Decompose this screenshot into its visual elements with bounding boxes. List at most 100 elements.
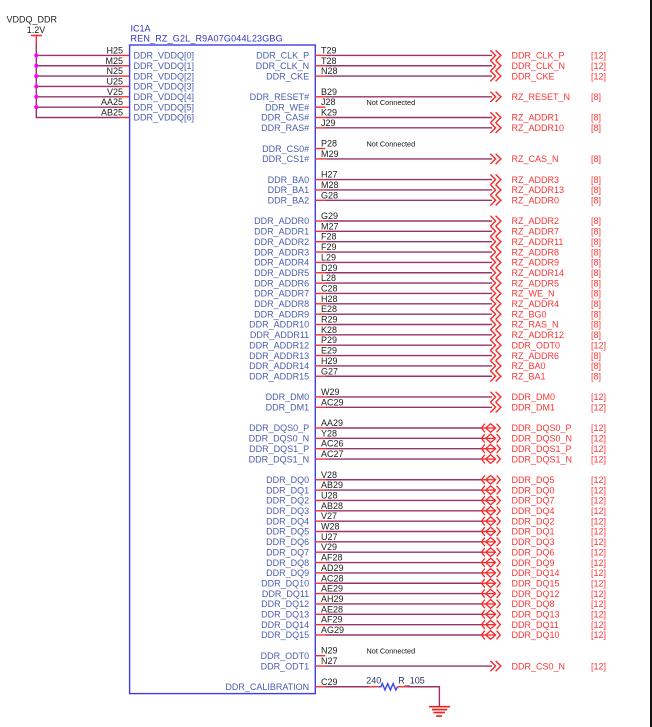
svg-text:DDR_DQ10: DDR_DQ10 — [261, 578, 309, 588]
svg-text:[12]: [12] — [591, 506, 606, 516]
svg-text:[12]: [12] — [591, 630, 606, 640]
svg-text:DDR_DQ14: DDR_DQ14 — [512, 568, 560, 578]
svg-text:W29: W29 — [321, 387, 340, 397]
svg-text:[8]: [8] — [591, 268, 601, 278]
svg-text:F29: F29 — [321, 242, 337, 252]
svg-text:[12]: [12] — [591, 485, 606, 495]
svg-text:DDR_DQ12: DDR_DQ12 — [512, 589, 560, 599]
svg-text:[8]: [8] — [591, 123, 601, 133]
svg-text:B29: B29 — [321, 87, 337, 97]
svg-text:[12]: [12] — [591, 527, 606, 537]
svg-text:DDR_DQ12: DDR_DQ12 — [261, 599, 309, 609]
svg-text:RZ_BA0: RZ_BA0 — [512, 361, 546, 371]
svg-text:AC29: AC29 — [321, 397, 344, 407]
svg-text:RZ_ADDR13: RZ_ADDR13 — [512, 185, 565, 195]
svg-text:[8]: [8] — [591, 299, 601, 309]
svg-text:DDR_DQ8: DDR_DQ8 — [512, 599, 555, 609]
svg-text:AC28: AC28 — [321, 573, 344, 583]
svg-text:T28: T28 — [321, 56, 337, 66]
svg-text:DDR_BA2: DDR_BA2 — [268, 196, 310, 206]
svg-text:DDR_BA0: DDR_BA0 — [268, 175, 310, 185]
svg-text:D29: D29 — [321, 263, 338, 273]
svg-text:RZ_RAS_N: RZ_RAS_N — [512, 320, 559, 330]
svg-text:DDR_DQ1: DDR_DQ1 — [266, 485, 309, 495]
svg-text:[12]: [12] — [591, 547, 606, 557]
svg-text:DDR_BA1: DDR_BA1 — [268, 185, 310, 195]
svg-text:M27: M27 — [321, 221, 339, 231]
svg-text:Not Connected: Not Connected — [367, 647, 416, 656]
svg-text:[12]: [12] — [591, 558, 606, 568]
svg-text:[12]: [12] — [591, 392, 606, 402]
svg-text:[8]: [8] — [591, 216, 601, 226]
svg-text:DDR_DQ2: DDR_DQ2 — [512, 516, 555, 526]
svg-text:[8]: [8] — [591, 196, 601, 206]
svg-text:K29: K29 — [321, 108, 337, 118]
svg-text:[8]: [8] — [591, 154, 601, 164]
svg-text:[12]: [12] — [591, 51, 606, 61]
svg-text:[12]: [12] — [591, 516, 606, 526]
svg-text:DDR_ODT0: DDR_ODT0 — [512, 340, 561, 350]
svg-text:DDR_DQS1_P: DDR_DQS1_P — [512, 444, 572, 454]
svg-text:[8]: [8] — [591, 185, 601, 195]
svg-text:DDR_CLK_P: DDR_CLK_P — [256, 51, 309, 61]
svg-text:DDR_CLK_N: DDR_CLK_N — [256, 61, 310, 71]
svg-text:AF29: AF29 — [321, 615, 343, 625]
svg-text:RZ_RESET_N: RZ_RESET_N — [512, 92, 571, 102]
svg-text:DDR_DQ7: DDR_DQ7 — [512, 496, 555, 506]
svg-text:DDR_DQ5: DDR_DQ5 — [512, 475, 555, 485]
svg-text:AE28: AE28 — [321, 604, 343, 614]
svg-text:[8]: [8] — [591, 371, 601, 381]
svg-text:V28: V28 — [321, 470, 337, 480]
svg-text:DDR_ADDR14: DDR_ADDR14 — [249, 361, 309, 371]
svg-text:DDR_ADDR8: DDR_ADDR8 — [254, 299, 309, 309]
svg-text:[12]: [12] — [591, 475, 606, 485]
svg-text:[12]: [12] — [591, 620, 606, 630]
svg-text:G29: G29 — [321, 211, 338, 221]
svg-text:DDR_CS1#: DDR_CS1# — [262, 154, 309, 164]
svg-text:DDR_ADDR2: DDR_ADDR2 — [254, 237, 309, 247]
svg-text:RZ_ADDR7: RZ_ADDR7 — [512, 227, 560, 237]
svg-text:DDR_DQ0: DDR_DQ0 — [512, 485, 555, 495]
svg-text:REN_RZ_G2L_R9A07G044L23GBG: REN_RZ_G2L_R9A07G044L23GBG — [131, 34, 283, 44]
svg-text:AA29: AA29 — [321, 418, 343, 428]
svg-text:[8]: [8] — [591, 289, 601, 299]
svg-text:DDR_ODT0: DDR_ODT0 — [261, 651, 310, 661]
svg-text:RZ_ADDR5: RZ_ADDR5 — [512, 278, 560, 288]
svg-text:1.2V: 1.2V — [27, 25, 46, 35]
svg-text:DDR_CAS#: DDR_CAS# — [261, 113, 309, 123]
svg-text:[12]: [12] — [591, 61, 606, 71]
svg-text:DDR_DQ15: DDR_DQ15 — [261, 630, 309, 640]
svg-text:DDR_DQ1: DDR_DQ1 — [512, 527, 555, 537]
svg-text:U28: U28 — [321, 490, 338, 500]
svg-text:DDR_CLK_P: DDR_CLK_P — [512, 51, 565, 61]
svg-text:DDR_VDDQ[2]: DDR_VDDQ[2] — [134, 71, 195, 81]
svg-text:AD29: AD29 — [321, 563, 344, 573]
svg-text:[12]: [12] — [591, 444, 606, 454]
svg-text:[8]: [8] — [591, 351, 601, 361]
svg-text:DDR_VDDQ[3]: DDR_VDDQ[3] — [134, 82, 195, 92]
svg-text:DDR_CALIBRATION: DDR_CALIBRATION — [225, 682, 309, 692]
svg-text:Y28: Y28 — [321, 428, 337, 438]
svg-text:DDR_CKE: DDR_CKE — [266, 71, 309, 81]
svg-text:F28: F28 — [321, 232, 337, 242]
svg-text:DDR_DQ9: DDR_DQ9 — [266, 568, 309, 578]
svg-text:DDR_ADDR11: DDR_ADDR11 — [250, 330, 309, 340]
svg-text:H29: H29 — [321, 356, 338, 366]
svg-text:RZ_ADDR4: RZ_ADDR4 — [512, 299, 560, 309]
svg-text:RZ_BA1: RZ_BA1 — [512, 371, 546, 381]
svg-text:[8]: [8] — [591, 237, 601, 247]
svg-text:DDR_DM0: DDR_DM0 — [266, 392, 310, 402]
svg-text:[12]: [12] — [591, 568, 606, 578]
svg-text:DDR_WE#: DDR_WE# — [265, 102, 309, 112]
svg-text:DDR_DQ11: DDR_DQ11 — [512, 620, 559, 630]
svg-text:J28: J28 — [321, 97, 336, 107]
svg-text:DDR_ADDR9: DDR_ADDR9 — [254, 309, 309, 319]
svg-text:V29: V29 — [321, 542, 337, 552]
svg-text:RZ_ADDR6: RZ_ADDR6 — [512, 351, 560, 361]
svg-text:M25: M25 — [105, 56, 123, 66]
svg-text:G27: G27 — [321, 366, 338, 376]
svg-text:V27: V27 — [321, 511, 337, 521]
svg-text:DDR_RESET#: DDR_RESET# — [250, 92, 310, 102]
svg-text:L29: L29 — [321, 252, 336, 262]
svg-text:DDR_ADDR4: DDR_ADDR4 — [254, 258, 309, 268]
